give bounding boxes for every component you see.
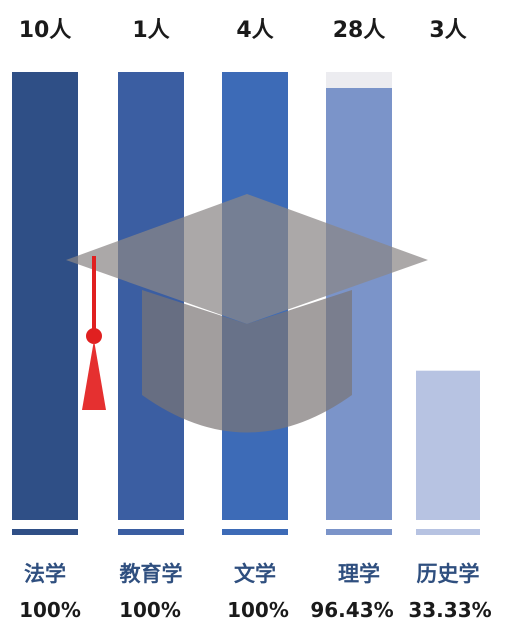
category-label-4: 理学 [338,562,380,586]
count-label-2: 1人 [132,18,170,43]
count-label-5: 3人 [429,18,467,43]
tassel-icon [82,340,106,410]
bar-base-4 [326,529,392,535]
percentage-label-1: 100% [19,598,81,622]
bar-5 [416,370,480,520]
bar-base-3 [222,529,288,535]
bar-base-1 [12,529,78,535]
percentage-label-5: 33.33% [408,598,492,622]
bar-base-5 [416,529,480,535]
count-label-4: 28人 [332,18,386,43]
percentage-label-4: 96.43% [310,598,394,622]
tassel-cord-icon [92,256,96,334]
count-label-1: 10人 [18,18,72,43]
bar-track-4 [326,72,392,88]
percentage-label-2: 100% [119,598,181,622]
category-label-5: 历史学 [416,562,480,586]
category-label-3: 文学 [234,562,276,586]
tassel-knob-icon [86,328,102,344]
category-label-2: 教育学 [119,562,183,586]
category-label-1: 法学 [24,562,66,586]
graduation-cap-crown-icon [142,290,352,433]
bar-1 [12,72,78,520]
bar-base-2 [118,529,184,535]
count-label-3: 4人 [236,18,274,43]
graduation-cap-board-icon [66,194,428,324]
percentage-label-3: 100% [227,598,289,622]
